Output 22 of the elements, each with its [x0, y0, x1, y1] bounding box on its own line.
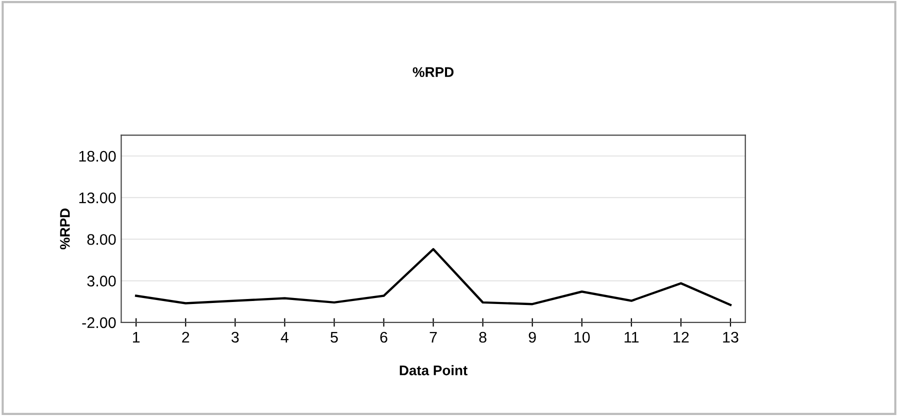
x-tick-label: 9 — [528, 332, 536, 343]
y-tick-label: 13.00 — [79, 192, 116, 204]
y-tick-label: 8.00 — [87, 234, 116, 245]
x-tick-label: 4 — [280, 332, 288, 342]
x-tick-label: 11 — [624, 332, 639, 342]
x-tick-label: 13 — [723, 332, 738, 343]
x-axis-title: Data Point — [400, 365, 468, 376]
y-axis-title: %RPD — [60, 208, 70, 250]
line-series — [134, 248, 732, 306]
x-tick-label: 10 — [574, 332, 590, 343]
x-tick-label: 7 — [430, 332, 437, 342]
y-tick-label: 3.00 — [87, 276, 116, 286]
y-tick-label: -2.00 — [82, 317, 116, 328]
x-tick-label: 1 — [133, 332, 140, 342]
x-tick-label: 2 — [182, 332, 190, 342]
x-tick-label: 5 — [330, 332, 338, 343]
x-tick-label: 6 — [380, 332, 388, 343]
x-tick-label: 3 — [231, 332, 239, 343]
x-tick-label: 12 — [674, 332, 689, 342]
y-tick-label: 18.00 — [79, 150, 116, 162]
x-tick-label: 8 — [479, 332, 486, 343]
chart-title: %RPD — [412, 67, 454, 77]
